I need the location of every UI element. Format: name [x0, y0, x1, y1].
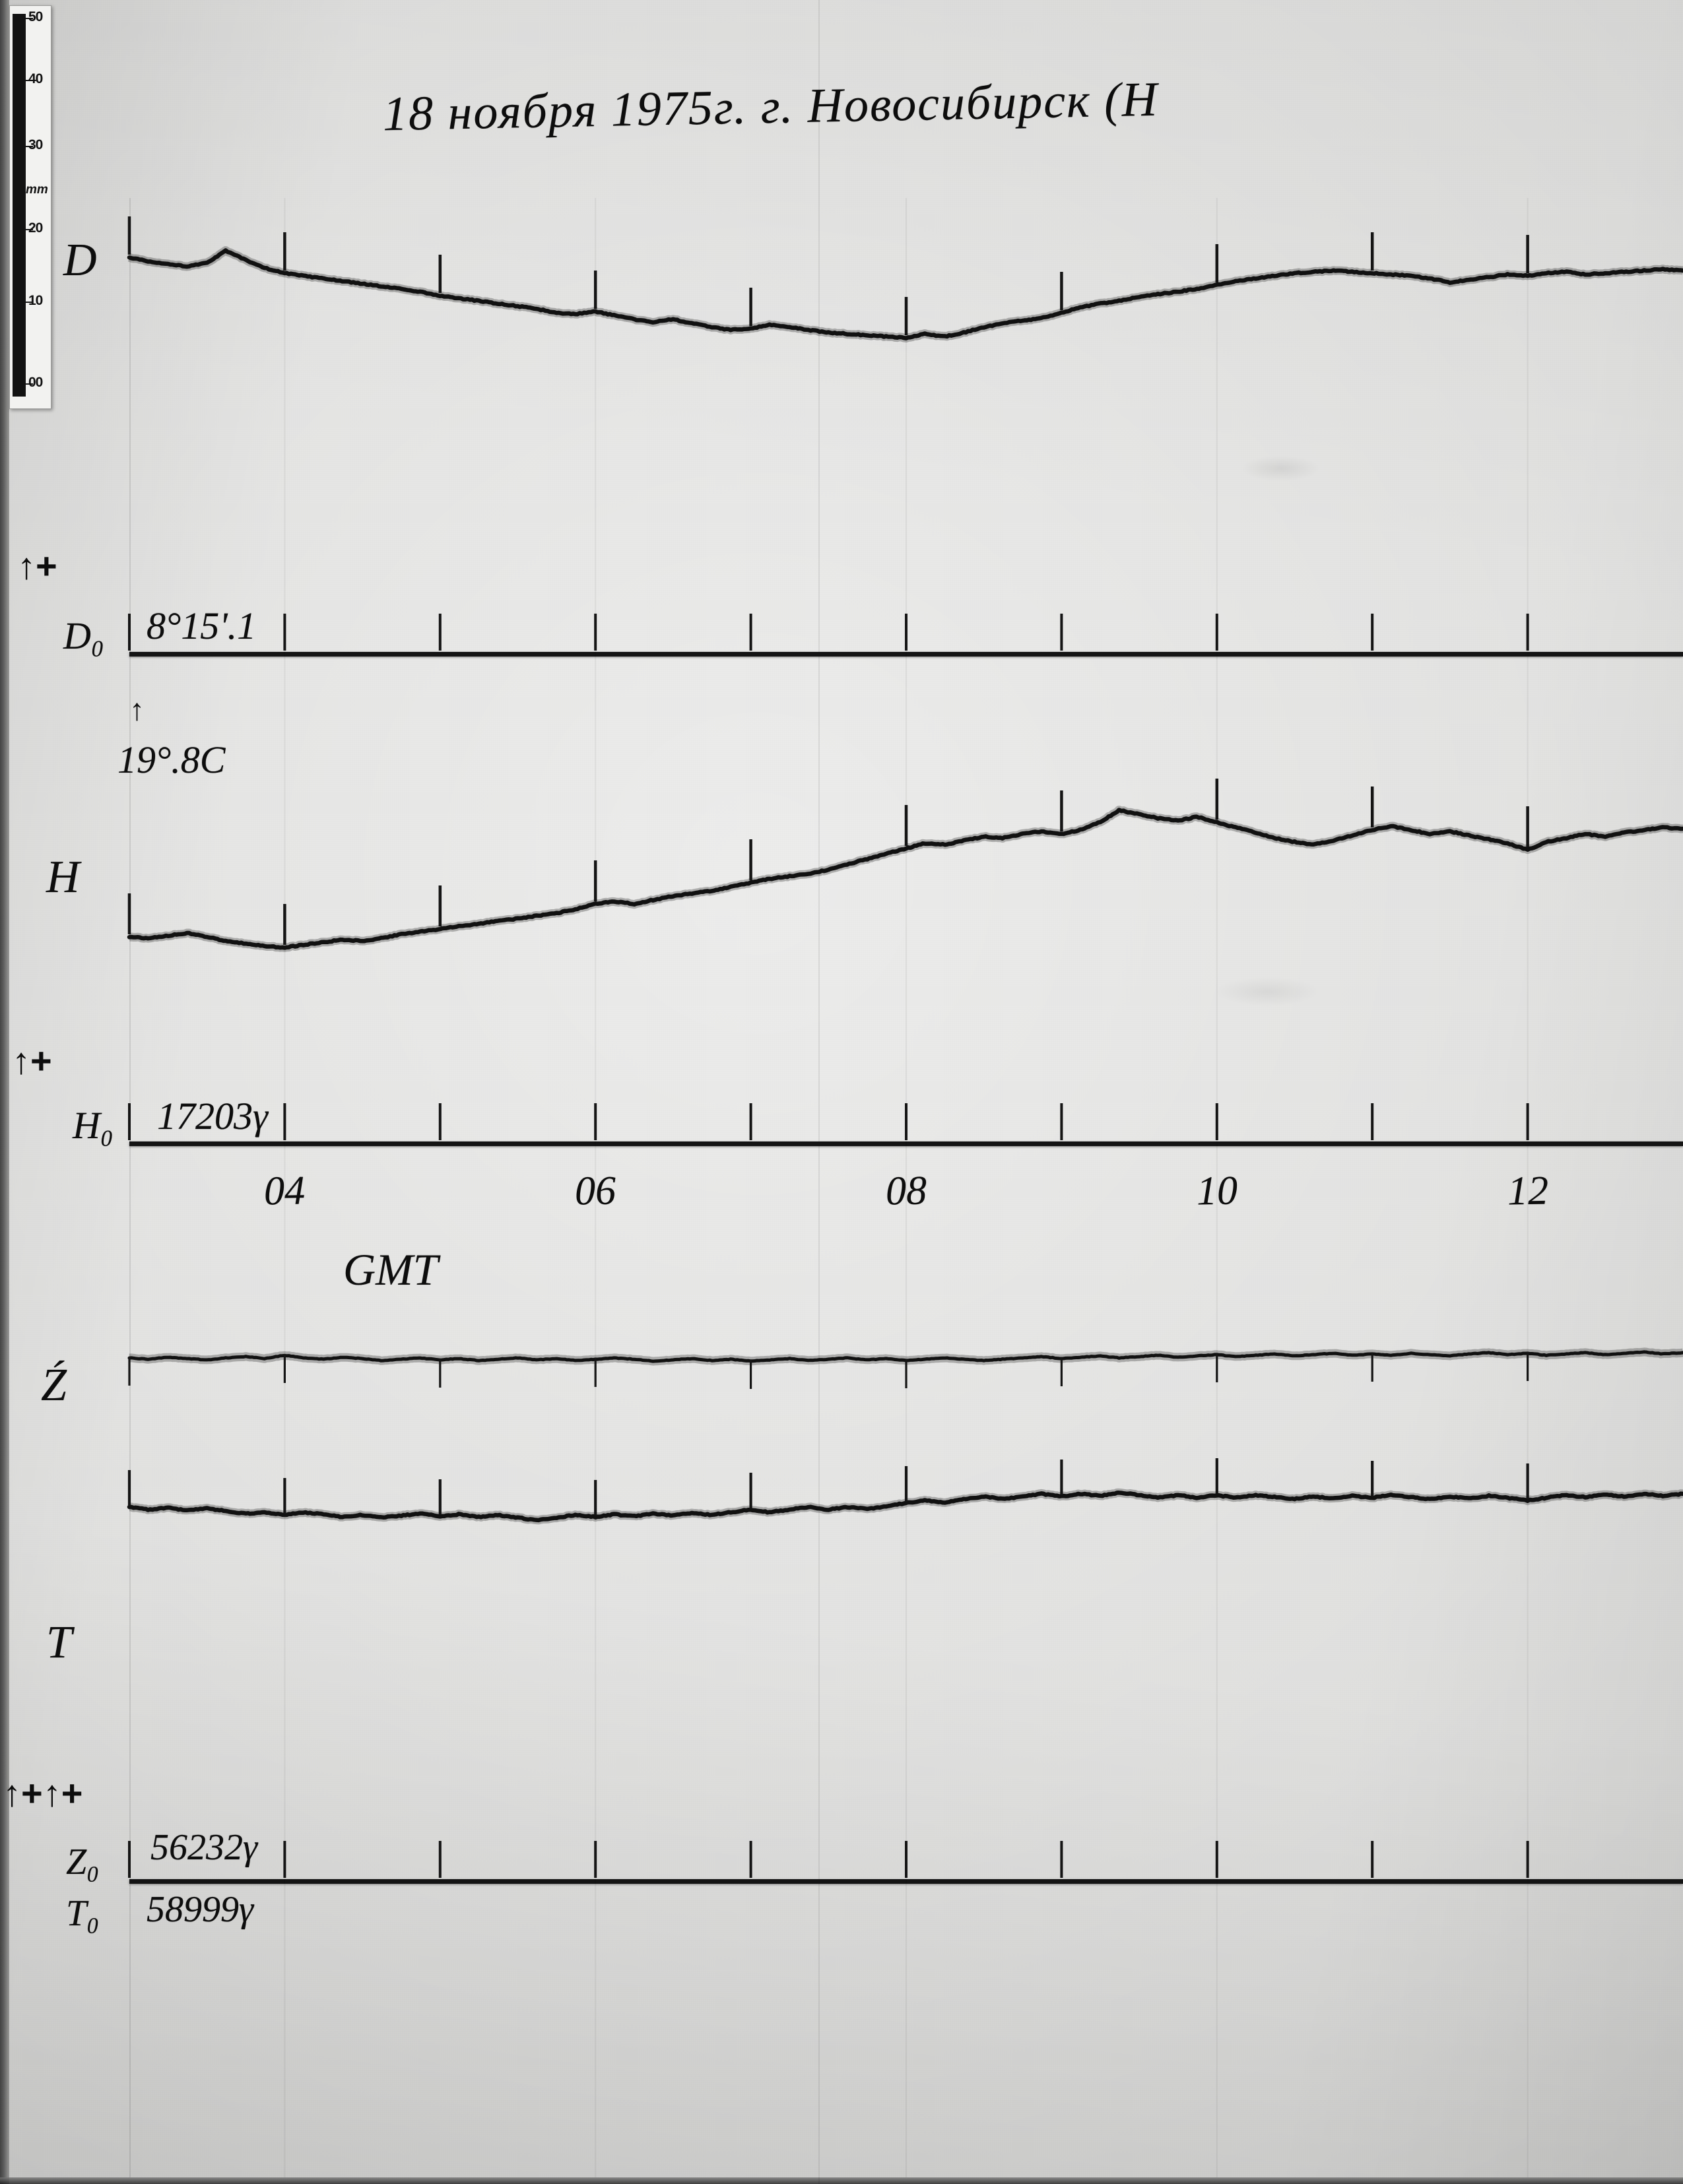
polarity-marker-D: ↑+	[17, 545, 57, 587]
ruler-tick-10: 10	[28, 293, 43, 308]
baseline-label-Z0: Z₀	[66, 1842, 100, 1882]
mm-ruler: 50 40 30 mm 20 10 00	[9, 5, 51, 409]
paper-smudge	[1241, 455, 1320, 482]
ruler-tick-30: 30	[28, 137, 43, 152]
baseline-label-T0: T₀	[66, 1893, 100, 1934]
component-label-D: D	[63, 235, 97, 286]
page-title: 18 ноября 1975г. г. Новосибирск (Н	[382, 72, 1159, 142]
ruler-tick-40: 40	[28, 71, 43, 86]
baseline-label-H0: H₀	[73, 1104, 114, 1147]
polarity-marker-H: ↑+	[12, 1040, 52, 1081]
trace-T	[127, 1491, 1683, 1523]
ruler-tick-50: 50	[28, 9, 43, 24]
component-label-Z: Ź	[41, 1360, 67, 1411]
temperature-value: 19°.8C	[117, 738, 226, 781]
trace-halo-D	[127, 246, 1683, 343]
component-label-H: H	[46, 852, 80, 903]
ruler-black-bar	[13, 14, 26, 397]
time-tick-10: 10	[1196, 1168, 1238, 1214]
temperature-arrow-icon: ↑	[129, 692, 145, 726]
trace-halo-H	[127, 806, 1683, 952]
time-axis-label: GMT	[343, 1244, 438, 1295]
time-tick-12: 12	[1506, 1168, 1549, 1214]
ruler-tick-20: 20	[28, 220, 43, 236]
time-tick-06: 06	[574, 1168, 616, 1214]
time-tick-08: 08	[885, 1168, 927, 1214]
trace-D	[127, 248, 1683, 340]
time-tick-04: 04	[263, 1168, 306, 1214]
baseline-value-D0: 8°15'.1	[147, 604, 257, 647]
paper-fold-line	[818, 0, 820, 2184]
component-label-T: T	[46, 1617, 72, 1668]
trace-halo-T	[127, 1488, 1683, 1525]
ruler-unit-label: mm	[26, 183, 48, 197]
trace-H	[127, 808, 1683, 950]
baseline-H	[129, 1141, 1683, 1146]
trace-Z	[127, 1350, 1683, 1363]
paper-smudge	[1214, 977, 1320, 1007]
scan-edge-band-left	[0, 0, 9, 2184]
baseline-Z-T	[129, 1879, 1683, 1884]
scan-edge-band-bottom	[0, 2177, 1683, 2184]
trace-halo-Z	[127, 1347, 1683, 1366]
baseline-value-H0: 17203γ	[157, 1095, 268, 1138]
baseline-value-T0: 58999γ	[147, 1889, 254, 1930]
chart-left-margin-line	[129, 198, 131, 2177]
baseline-label-D0: D₀	[63, 614, 105, 657]
polarity-marker-Z-T: ↑+↑+	[3, 1772, 83, 1814]
baseline-value-Z0: 56232γ	[150, 1827, 258, 1868]
baseline-D	[129, 652, 1683, 657]
ruler-tick-00: 00	[28, 375, 43, 390]
